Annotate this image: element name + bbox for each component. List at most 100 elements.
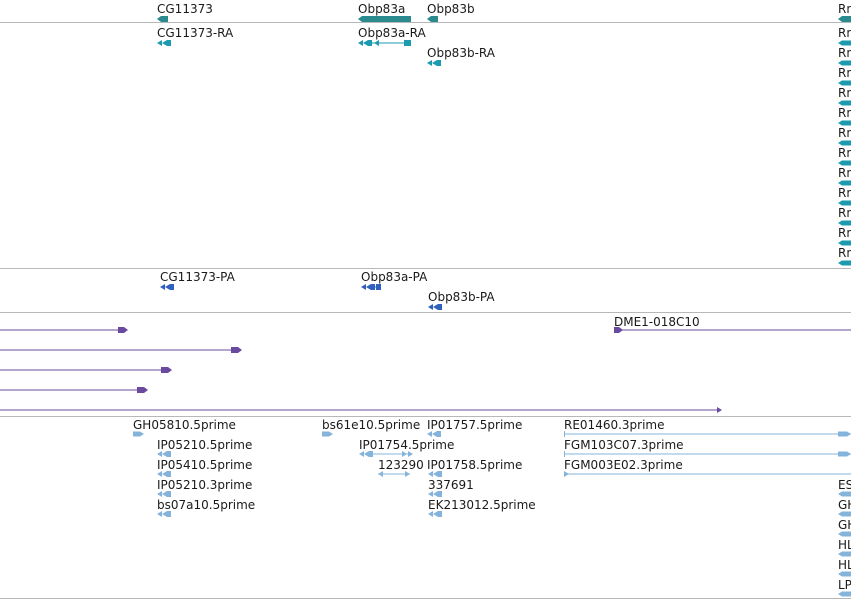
clone-glyph[interactable] <box>161 367 172 373</box>
transcript-label-obp83a-ra[interactable]: Obp83a-RA <box>358 26 426 40</box>
transcript-glyph[interactable] <box>404 40 411 46</box>
est-glyph[interactable] <box>564 451 565 457</box>
protein-glyph[interactable] <box>433 304 438 310</box>
clone-glyph[interactable] <box>231 347 242 353</box>
transcript-glyph[interactable] <box>838 120 851 126</box>
transcript-label-rn[interactable]: Rn <box>838 46 851 60</box>
transcript-glyph[interactable] <box>157 40 162 46</box>
est-glyph[interactable] <box>402 451 407 457</box>
transcript-glyph[interactable] <box>432 60 437 66</box>
est-glyph[interactable] <box>162 471 167 477</box>
transcript-label-rn[interactable]: Rn <box>838 146 851 160</box>
transcript-label-rn[interactable]: Rn <box>838 246 851 260</box>
est-glyph[interactable] <box>167 451 171 457</box>
gene-glyph[interactable] <box>838 16 851 22</box>
est-glyph[interactable] <box>162 511 167 517</box>
est-glyph[interactable] <box>167 491 171 497</box>
gene-glyph[interactable] <box>157 16 168 22</box>
transcript-label-rn[interactable]: Rn <box>838 66 851 80</box>
transcript-label-rn[interactable]: Rn <box>838 166 851 180</box>
clone-glyph[interactable] <box>118 327 128 333</box>
transcript-glyph[interactable] <box>838 180 851 186</box>
est-glyph[interactable] <box>167 511 171 517</box>
est-label-gh05810-5prime[interactable]: GH05810.5prime <box>133 418 236 432</box>
est-label-ek213012-5prime[interactable]: EK213012.5prime <box>428 498 536 512</box>
protein-glyph[interactable] <box>361 284 366 290</box>
transcript-glyph[interactable] <box>838 100 851 106</box>
protein-glyph[interactable] <box>438 304 442 310</box>
gene-glyph[interactable] <box>358 16 411 22</box>
est-glyph[interactable] <box>428 511 433 517</box>
est-label-ip05210-5prime[interactable]: IP05210.5prime <box>157 438 253 452</box>
est-glyph[interactable] <box>564 431 565 437</box>
est-glyph[interactable] <box>428 471 433 477</box>
protein-glyph[interactable] <box>165 284 170 290</box>
transcript-glyph[interactable] <box>838 140 851 146</box>
est-glyph[interactable] <box>157 491 162 497</box>
transcript-label-obp83b-ra[interactable]: Obp83b-RA <box>427 46 495 60</box>
est-label-gh[interactable]: GH <box>838 518 851 532</box>
est-glyph[interactable] <box>364 451 369 457</box>
est-glyph[interactable] <box>838 551 851 557</box>
transcript-glyph[interactable] <box>838 60 851 66</box>
gene-label-rn[interactable]: Rn <box>838 2 851 16</box>
transcript-glyph[interactable] <box>368 40 372 46</box>
est-glyph[interactable] <box>838 451 851 457</box>
transcript-glyph[interactable] <box>838 160 851 166</box>
est-label-ip05410-5prime[interactable]: IP05410.5prime <box>157 458 253 472</box>
est-glyph[interactable] <box>838 591 851 597</box>
est-glyph[interactable] <box>157 471 162 477</box>
est-glyph[interactable] <box>378 471 383 477</box>
protein-glyph[interactable] <box>366 284 371 290</box>
est-glyph[interactable] <box>838 511 851 517</box>
clone-glyph[interactable] <box>614 327 623 333</box>
est-glyph[interactable] <box>838 531 851 537</box>
transcript-label-rn[interactable]: Rn <box>838 206 851 220</box>
transcript-label-rn[interactable]: Rn <box>838 126 851 140</box>
transcript-glyph[interactable] <box>437 60 441 66</box>
est-glyph[interactable] <box>167 471 171 477</box>
est-label-ip01757-5prime[interactable]: IP01757.5prime <box>427 418 523 432</box>
transcript-glyph[interactable] <box>838 200 851 206</box>
transcript-label-rn[interactable]: Rn <box>838 86 851 100</box>
est-glyph[interactable] <box>838 431 851 437</box>
est-label-ip01754-5prime[interactable]: IP01754.5prime <box>359 438 455 452</box>
est-glyph[interactable] <box>162 491 167 497</box>
est-label-fgm003e02-3prime[interactable]: FGM003E02.3prime <box>564 458 683 472</box>
protein-label-cg11373-pa[interactable]: CG11373-PA <box>160 270 235 284</box>
est-label-gh[interactable]: GH <box>838 498 851 512</box>
est-glyph[interactable] <box>322 431 333 437</box>
est-glyph[interactable] <box>408 451 413 457</box>
est-label-ip05210-3prime[interactable]: IP05210.3prime <box>157 478 253 492</box>
transcript-glyph[interactable] <box>374 40 379 46</box>
gene-glyph[interactable] <box>427 16 438 22</box>
transcript-glyph[interactable] <box>358 40 363 46</box>
transcript-glyph[interactable] <box>838 40 851 46</box>
clone-glyph[interactable] <box>137 387 148 393</box>
est-glyph[interactable] <box>427 431 432 437</box>
transcript-label-cg11373-ra[interactable]: CG11373-RA <box>157 26 234 40</box>
clone-glyph[interactable] <box>717 407 722 413</box>
est-glyph[interactable] <box>428 491 433 497</box>
est-label-hl[interactable]: HL <box>838 538 851 552</box>
est-glyph[interactable] <box>157 511 162 517</box>
transcript-label-rn[interactable]: Rn <box>838 26 851 40</box>
est-glyph[interactable] <box>133 431 144 437</box>
transcript-glyph[interactable] <box>363 40 368 46</box>
est-label-337691[interactable]: 337691 <box>428 478 474 492</box>
est-glyph[interactable] <box>838 491 851 497</box>
transcript-glyph[interactable] <box>427 60 432 66</box>
est-glyph[interactable] <box>433 491 438 497</box>
est-label-bs07a10-5prime[interactable]: bs07a10.5prime <box>157 498 256 512</box>
transcript-label-rn[interactable]: Rn <box>838 186 851 200</box>
transcript-glyph[interactable] <box>838 80 851 86</box>
gene-label-obp83b[interactable]: Obp83b <box>427 2 475 16</box>
est-glyph[interactable] <box>564 471 569 477</box>
est-label-fgm103c07-3prime[interactable]: FGM103C07.3prime <box>564 438 684 452</box>
est-glyph[interactable] <box>438 511 442 517</box>
est-glyph[interactable] <box>369 451 373 457</box>
transcript-glyph[interactable] <box>167 40 171 46</box>
est-glyph[interactable] <box>437 431 441 437</box>
est-glyph[interactable] <box>433 471 438 477</box>
est-glyph[interactable] <box>405 471 410 477</box>
